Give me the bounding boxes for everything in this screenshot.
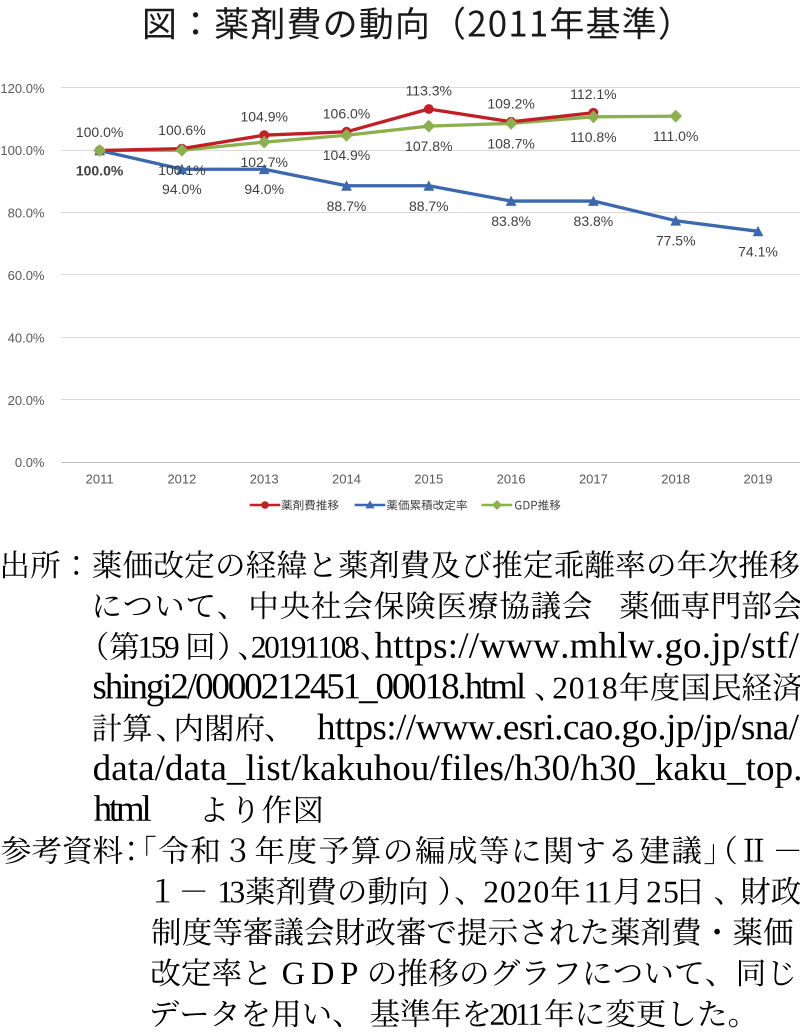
svg-text:2014: 2014 <box>332 472 361 487</box>
svg-text:88.7%: 88.7% <box>327 198 367 214</box>
svg-text:94.0%: 94.0% <box>244 181 284 197</box>
svg-text:2011: 2011 <box>86 472 114 487</box>
svg-text:100.0%: 100.0% <box>76 124 123 140</box>
svg-text:2016: 2016 <box>497 472 526 487</box>
svg-text:100.0%: 100.0% <box>76 163 124 179</box>
svg-text:100.1%: 100.1% <box>158 162 205 178</box>
svg-text:2019: 2019 <box>744 472 773 487</box>
svg-text:112.1%: 112.1% <box>570 86 616 102</box>
svg-text:120.0%: 120.0% <box>0 81 45 96</box>
svg-text:104.9%: 104.9% <box>240 109 287 125</box>
svg-text:2017: 2017 <box>579 472 608 487</box>
svg-text:77.5%: 77.5% <box>656 233 696 249</box>
svg-text:20.0%: 20.0% <box>8 393 45 408</box>
svg-text:109.2%: 109.2% <box>487 95 534 111</box>
svg-text:2012: 2012 <box>167 472 196 487</box>
svg-text:2018: 2018 <box>661 472 690 487</box>
svg-text:108.7%: 108.7% <box>487 135 534 151</box>
svg-text:88.7%: 88.7% <box>409 198 449 214</box>
svg-text:107.8%: 107.8% <box>405 138 452 154</box>
svg-text:2015: 2015 <box>414 472 443 487</box>
svg-text:111.0%: 111.0% <box>653 128 698 144</box>
svg-text:100.6%: 100.6% <box>158 122 205 138</box>
svg-text:74.1%: 74.1% <box>738 243 778 259</box>
svg-text:106.0%: 106.0% <box>323 105 370 121</box>
svg-text:100.0%: 100.0% <box>0 143 45 158</box>
svg-text:40.0%: 40.0% <box>8 330 45 345</box>
svg-text:104.9%: 104.9% <box>323 147 370 163</box>
svg-text:113.3%: 113.3% <box>406 83 452 99</box>
svg-text:83.8%: 83.8% <box>574 213 614 229</box>
svg-text:83.8%: 83.8% <box>491 213 531 229</box>
svg-text:102.7%: 102.7% <box>240 154 287 170</box>
svg-text:2013: 2013 <box>250 472 279 487</box>
svg-text:110.8%: 110.8% <box>570 129 616 145</box>
svg-text:0.0%: 0.0% <box>15 455 45 470</box>
svg-text:94.0%: 94.0% <box>162 181 202 197</box>
svg-text:80.0%: 80.0% <box>8 206 45 221</box>
svg-text:60.0%: 60.0% <box>8 268 45 283</box>
